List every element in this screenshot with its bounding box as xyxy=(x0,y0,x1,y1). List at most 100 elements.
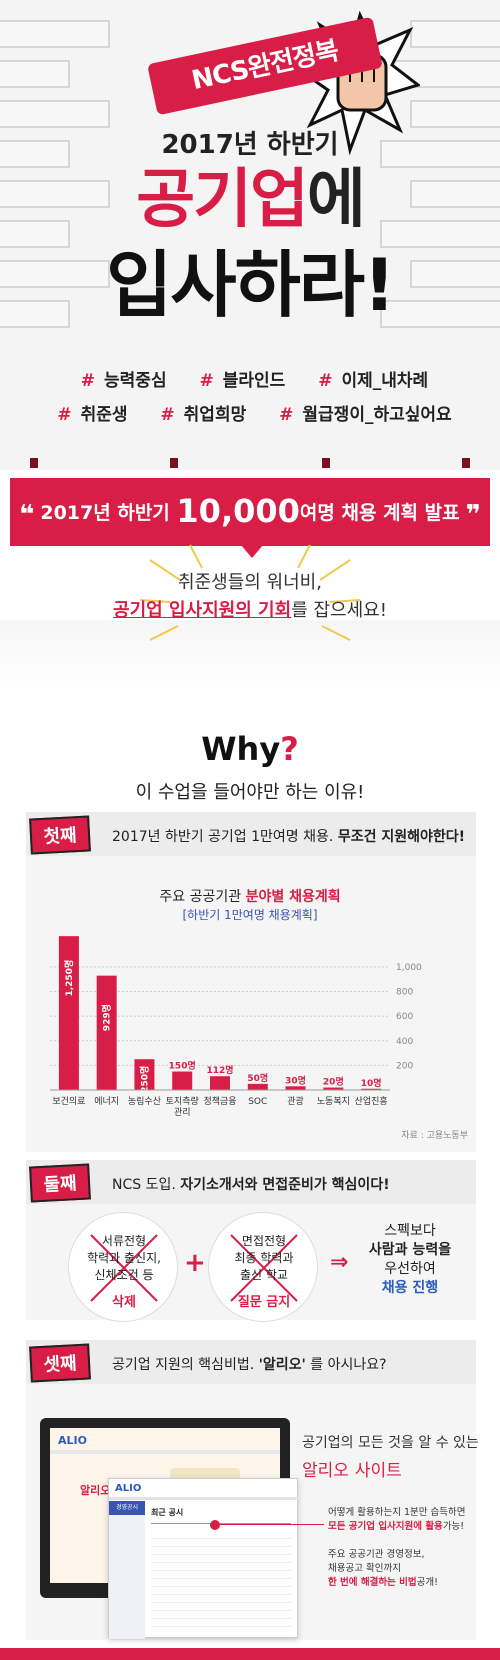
sunburst-decoration xyxy=(139,544,361,641)
circle1-line: 서류전형 xyxy=(101,1234,147,1248)
x-tick-label: 에너지 xyxy=(94,1096,119,1107)
quote-close-icon: ❞ xyxy=(465,500,481,530)
popup-side-item: 경영공시 xyxy=(109,1501,145,1515)
bottom-bar xyxy=(0,1648,500,1660)
popup-logo: ALIO xyxy=(115,1483,142,1494)
invite-highlight: 공기업 입사지원의 기회 xyxy=(113,600,292,621)
brick xyxy=(410,180,500,208)
x-tick-label: 토지측량 xyxy=(166,1095,199,1107)
band-unit: 여명 xyxy=(299,502,335,524)
brick xyxy=(0,180,110,208)
screen-nav xyxy=(50,1450,280,1454)
circle-interview: 면접전형 최종 학력과 출신 학교 질문 금지 xyxy=(208,1212,318,1322)
x-tick-label: 보건의료 xyxy=(52,1096,85,1107)
bar-정책금융 xyxy=(210,1076,230,1090)
note-line: 채용공고 확인까지 xyxy=(328,1563,401,1574)
circle2-lines: 면접전형 최종 학력과 출신 학교 xyxy=(209,1233,319,1284)
circle2-red: 질문 금지 xyxy=(237,1295,291,1310)
band-number: 10,000 xyxy=(176,492,300,530)
hashtag: # 능력중심 xyxy=(80,371,167,391)
note-rest: 공개! xyxy=(416,1577,438,1588)
announcement-text: ❝ 2017년 하반기 10,000여명 채용 계획 발표 ❞ xyxy=(10,492,490,530)
why-subtitle: 이 수업을 들어야만 하는 이유! xyxy=(135,782,365,803)
hashtag: # 월급쟁이_하고싶어요 xyxy=(279,405,452,425)
brick xyxy=(0,140,70,168)
bar-value-label: 50명 xyxy=(247,1072,268,1084)
result-line: 사람과 능력을 xyxy=(355,1241,465,1260)
brick xyxy=(410,20,500,48)
popup-window: ALIO 경영공시 최근 공시 xyxy=(108,1478,299,1639)
quote-open-icon: ❝ xyxy=(19,500,35,530)
invite-line-2: 공기업 입사지원의 기회를 잡으세요! xyxy=(0,596,500,622)
arrow-right-icon: ⇒ xyxy=(330,1250,349,1275)
bar-value-label: 20명 xyxy=(323,1076,344,1088)
why-question-mark: ? xyxy=(280,730,299,768)
y-tick-label: 600 xyxy=(396,1012,413,1022)
hero-title-red: 공기업 xyxy=(136,163,309,237)
hero-section: NCS완전정복 2017년 하반기 공기업에 입사하라! xyxy=(0,0,500,350)
nail-decoration xyxy=(462,458,470,468)
hashtag: # 취준생 xyxy=(57,405,128,425)
band-pre: 2017년 하반기 xyxy=(40,502,170,524)
note-red: 모든 공기업 입사지원에 활용 xyxy=(328,1521,443,1532)
x-tick-label: 농림수산 xyxy=(128,1095,161,1107)
brick xyxy=(380,140,500,168)
result-line: 우선하여 xyxy=(384,1261,436,1277)
bar-SOC xyxy=(247,1083,268,1090)
section1-title: 2017년 하반기 공기업 1만여명 채용. 무조건 지원해야한다! xyxy=(112,826,465,846)
hero-title-line2: 입사하라! xyxy=(106,243,396,327)
circle1-line: 학력과 출신지, xyxy=(87,1251,161,1265)
popup-sidebar: 경영공시 xyxy=(109,1501,145,1639)
hero-title-line1: 공기업에 xyxy=(0,165,500,235)
alio-name: 알리오 xyxy=(302,1461,349,1481)
plus-icon: + xyxy=(184,1248,206,1278)
circle1-lines: 서류전형 학력과 출신지, 신체조건 등 xyxy=(69,1233,179,1284)
circle1-line: 신체조건 등 xyxy=(94,1268,154,1282)
alio-site: 사이트 xyxy=(354,1461,402,1481)
brick xyxy=(0,60,70,88)
screen-logo: ALIO xyxy=(58,1434,87,1447)
brick xyxy=(0,220,70,248)
hero-subtitle: 2017년 하반기 xyxy=(161,130,339,160)
result-highlight: 채용 진행 xyxy=(381,1280,439,1296)
circle1-red: 삭제 xyxy=(112,1295,136,1310)
note-block-1: 어떻게 활용하는지 1분만 습득하면 모든 공기업 입사지원에 활용가능! xyxy=(328,1506,465,1534)
nail-decoration xyxy=(170,458,178,468)
brick xyxy=(0,100,110,128)
x-tick-label: 산업진흥 xyxy=(355,1095,388,1107)
bar-value-label: 30명 xyxy=(285,1074,306,1086)
y-tick-label: 200 xyxy=(396,1061,413,1071)
section2-bold: 자기소개서와 면접준비가 핵심이다! xyxy=(180,1177,390,1193)
note-rest: 가능! xyxy=(442,1521,465,1532)
section3-header xyxy=(26,1340,476,1384)
section3-bold: '알리오' xyxy=(258,1357,306,1373)
brick xyxy=(0,300,70,328)
section2-title: NCS 도입. 자기소개서와 면접준비가 핵심이다! xyxy=(112,1174,390,1194)
bar-value-label: 1,250명 xyxy=(63,960,75,997)
brick xyxy=(380,220,500,248)
nail-decoration xyxy=(322,458,330,468)
y-tick-label: 400 xyxy=(396,1037,413,1047)
popup-nav xyxy=(109,1497,299,1500)
x-tick-label: 정책금융 xyxy=(203,1095,236,1107)
popup-title: 최근 공시 xyxy=(151,1508,184,1517)
hashtag: # 이제_내차례 xyxy=(318,371,429,391)
chart-subtitle: [하반기 1만여명 채용계획] xyxy=(182,908,318,922)
x-tick-label: 관리 xyxy=(174,1107,191,1118)
brick xyxy=(380,300,500,328)
bar-토지측량 관리 xyxy=(172,1071,193,1090)
bar-에너지 xyxy=(96,975,117,1090)
x-tick-label: 노동복지 xyxy=(317,1096,350,1107)
section3-title: 공기업 지원의 핵심비법. '알리오' 를 아시나요? xyxy=(112,1354,387,1374)
hashtag: # 취업희망 xyxy=(160,405,247,425)
bar-노동복지 xyxy=(323,1087,344,1090)
brick xyxy=(0,20,110,48)
alio-desc-1: 공기업의 모든 것을 알 수 있는 xyxy=(302,1435,479,1451)
bar-value-label: 250명 xyxy=(138,1066,150,1093)
section2-text: NCS 도입. xyxy=(112,1177,176,1193)
note-red: 한 번에 해결하는 비법 xyxy=(328,1577,417,1588)
note-line: 어떻게 활용하는지 1분만 습득하면 xyxy=(328,1507,466,1518)
chart-title: 주요 공공기관 분야별 채용계획 xyxy=(0,886,500,906)
brick xyxy=(410,100,500,128)
